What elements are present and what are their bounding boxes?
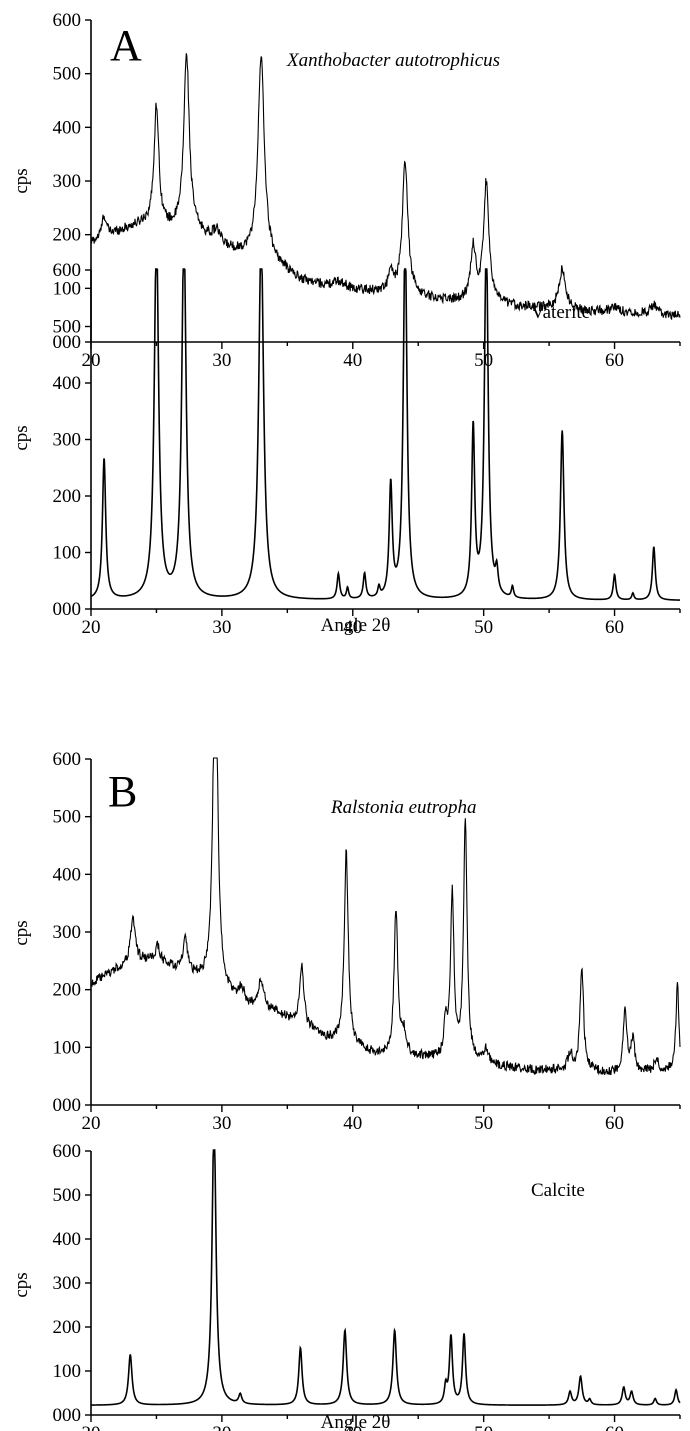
y-tick-label: 300 xyxy=(53,922,82,943)
y-axis-label: cps xyxy=(11,168,32,193)
y-tick-label: 100 xyxy=(53,543,82,564)
y-axis-label: cps xyxy=(11,920,32,945)
x-tick-label: 40 xyxy=(343,1423,362,1431)
y-tick-label: 300 xyxy=(53,171,82,192)
chart-panel-4: 000 100 200 300 400 500 600 20 30 40 50 60 cps Angle … xyxy=(11,1141,681,1431)
x-tick-label: 50 xyxy=(474,1113,493,1134)
series-label: Xanthobacter autotrophicus xyxy=(286,50,500,71)
y-tick-label: 000 xyxy=(53,1405,82,1426)
x-tick-label: 30 xyxy=(212,1423,231,1431)
y-tick-label: 000 xyxy=(53,1095,82,1116)
x-tick-label: 50 xyxy=(474,1423,493,1431)
x-tick-label: 60 xyxy=(605,1423,624,1431)
x-tick-label: 30 xyxy=(212,1113,231,1134)
x-tick-label: 30 xyxy=(212,350,231,371)
x-tick-label: 60 xyxy=(605,350,624,371)
y-tick-label: 500 xyxy=(53,1185,82,1206)
panel-letter: B xyxy=(108,767,137,816)
y-tick-label: 400 xyxy=(53,864,82,885)
y-axis-label: cps xyxy=(11,1272,32,1297)
x-tick-label: 20 xyxy=(82,617,101,638)
y-tick-label: 100 xyxy=(53,278,82,299)
y-tick-label: 500 xyxy=(53,807,82,828)
diffraction-series-line xyxy=(91,1149,681,1406)
y-tick-label: 100 xyxy=(53,1037,82,1058)
y-tick-label: 000 xyxy=(53,332,82,353)
x-tick-label: 20 xyxy=(82,1113,101,1134)
y-tick-label: 100 xyxy=(53,1361,82,1382)
chart-panel-2: 000 100 200 300 400 500 600 20 30 40 50 60 cps Angle … xyxy=(11,260,681,638)
x-tick-label: 40 xyxy=(343,1113,362,1134)
series-label: Ralstonia eutropha xyxy=(330,797,477,818)
chart-panel-3: 000 100 200 300 400 500 600 20 30 40 50 60 cps Ralsto… xyxy=(11,749,681,1134)
series-label: Vaterite xyxy=(531,302,590,323)
panel-letter: A xyxy=(110,21,142,70)
y-tick-label: 500 xyxy=(53,317,82,338)
x-tick-label: 50 xyxy=(474,617,493,638)
diffraction-series-line xyxy=(91,757,681,1076)
y-axis-label: cps xyxy=(11,425,32,450)
y-tick-label: 500 xyxy=(53,64,82,85)
series-label: Calcite xyxy=(531,1180,585,1201)
x-tick-label: 60 xyxy=(605,617,624,638)
x-axis-label: Angle 2θ xyxy=(321,1412,391,1431)
y-tick-label: 400 xyxy=(53,117,82,138)
y-tick-label: 400 xyxy=(53,373,82,394)
x-tick-label: 20 xyxy=(82,1423,101,1431)
y-tick-label: 200 xyxy=(53,1317,82,1338)
y-tick-label: 600 xyxy=(53,260,82,281)
y-tick-label: 200 xyxy=(53,980,82,1001)
y-tick-label: 200 xyxy=(53,486,82,507)
y-tick-label: 200 xyxy=(53,225,82,246)
y-tick-label: 000 xyxy=(53,599,82,620)
y-tick-label: 300 xyxy=(53,1273,82,1294)
y-tick-label: 600 xyxy=(53,749,82,770)
x-tick-label: 40 xyxy=(343,350,362,371)
y-tick-label: 600 xyxy=(53,10,82,31)
x-tick-label: 30 xyxy=(212,617,231,638)
diffraction-series-line xyxy=(91,268,680,601)
x-tick-label: 50 xyxy=(474,350,493,371)
y-tick-label: 400 xyxy=(53,1229,82,1250)
x-tick-label: 40 xyxy=(343,617,362,638)
y-tick-label: 600 xyxy=(53,1141,82,1162)
y-tick-label: 300 xyxy=(53,430,82,451)
x-axis-label: Angle 2θ xyxy=(321,615,391,636)
diffraction-series-line xyxy=(91,53,681,321)
x-tick-label: 60 xyxy=(605,1113,624,1134)
